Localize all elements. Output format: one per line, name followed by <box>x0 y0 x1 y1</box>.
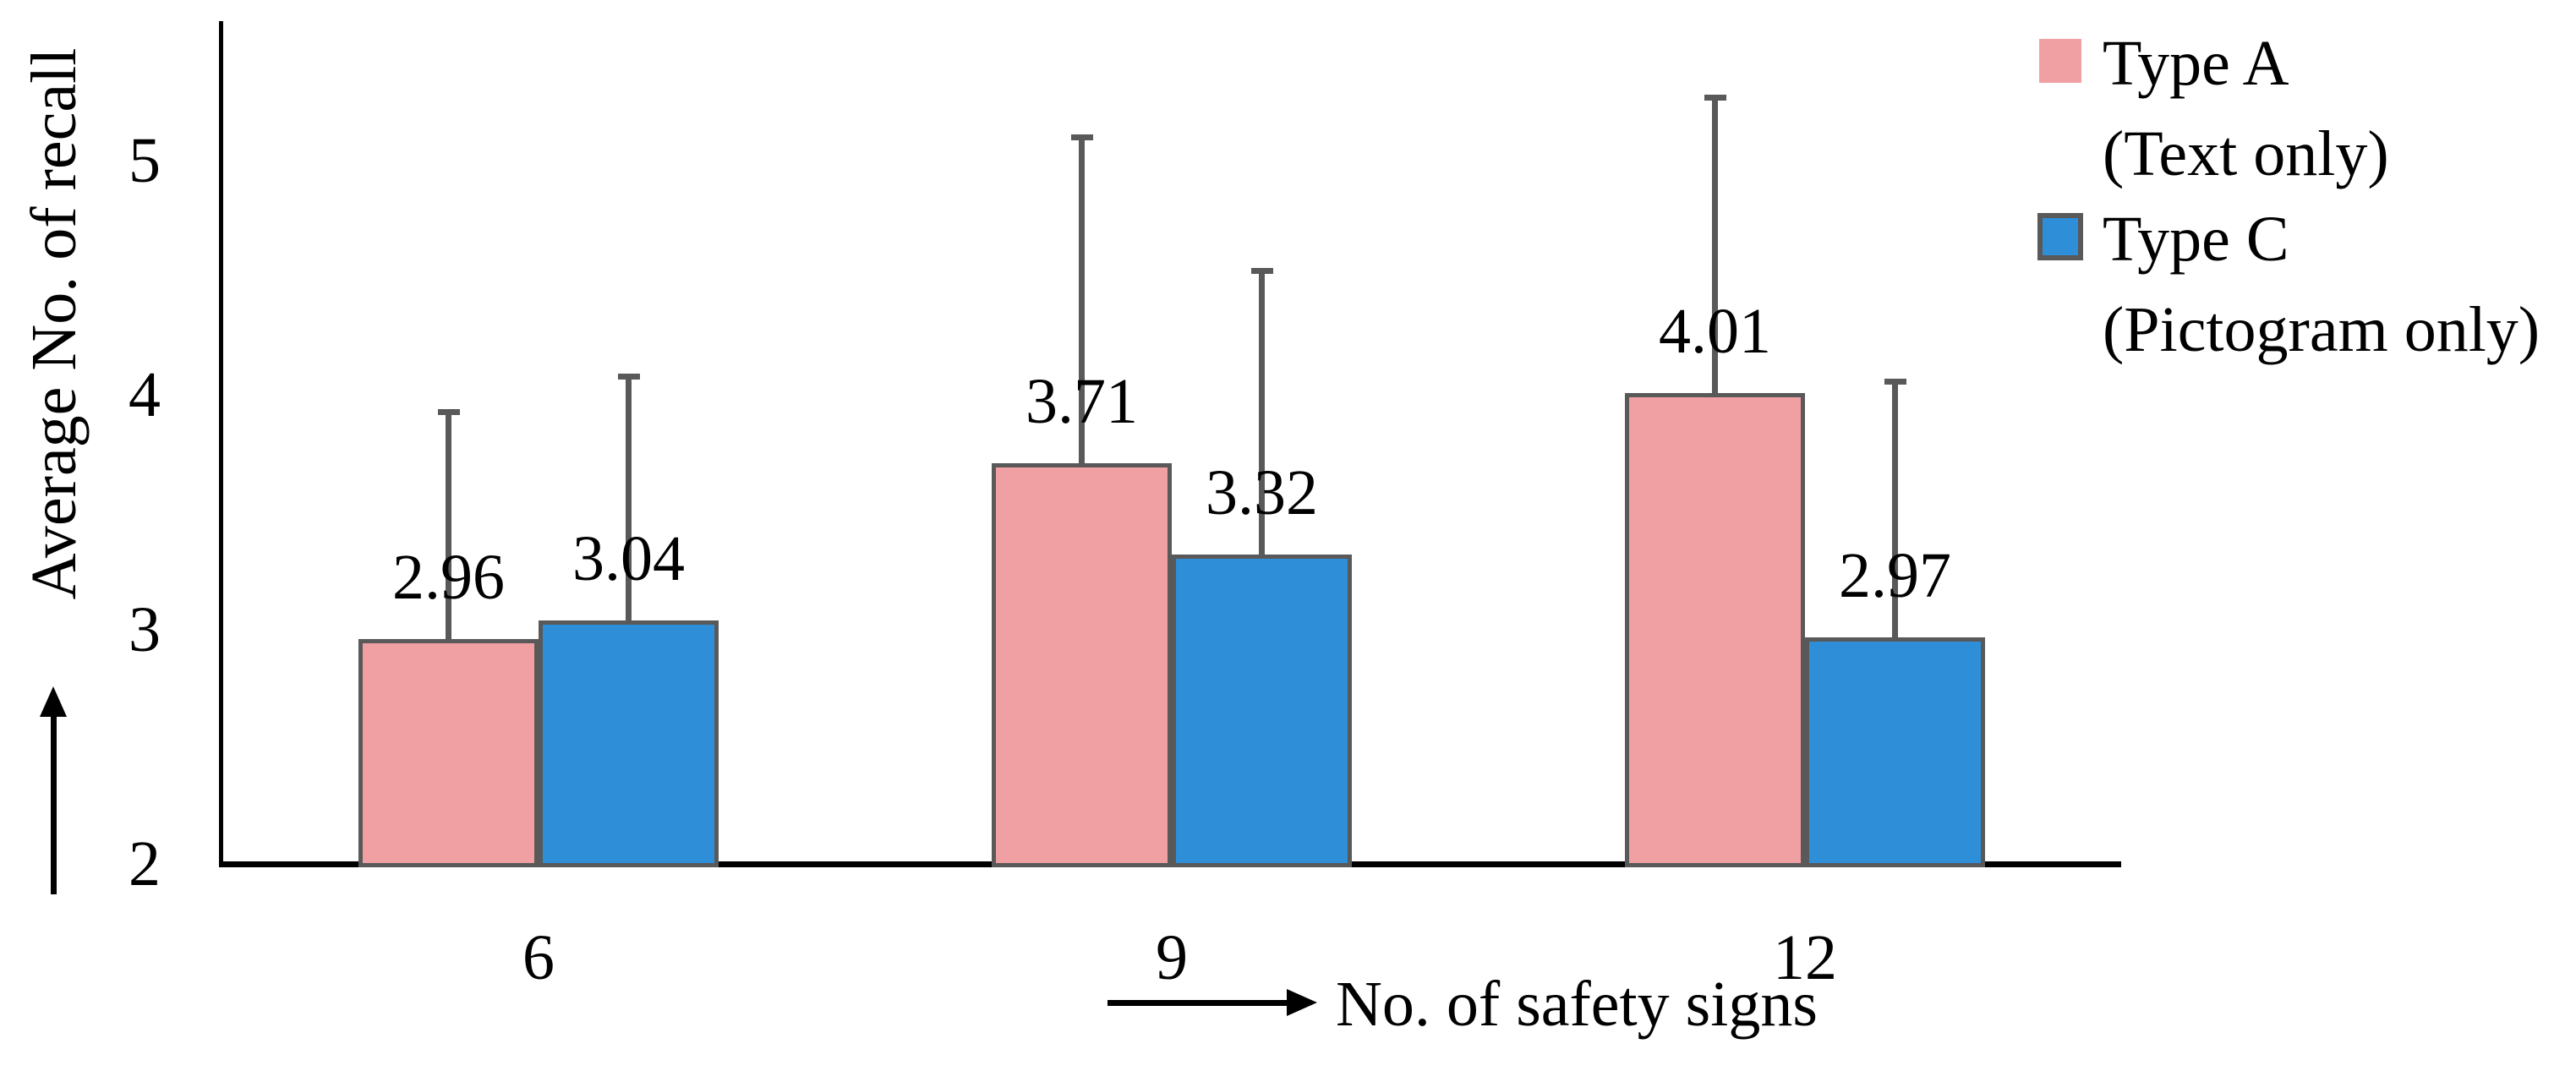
error-bar-shaft <box>1711 97 1718 393</box>
error-bar-cap <box>437 409 460 416</box>
bar-a-x12 <box>1625 392 1805 867</box>
bar-value-label: 3.32 <box>1206 457 1318 529</box>
y-tick-label-5: 5 <box>129 125 161 196</box>
error-bar-shaft <box>1078 137 1085 464</box>
y-tick-label-4: 4 <box>129 359 161 430</box>
x-axis-arrow-head-icon <box>1287 989 1317 1016</box>
bar-value-label: 2.97 <box>1839 539 1951 611</box>
bar-a-x9 <box>992 463 1172 867</box>
error-bar-shaft <box>1258 270 1265 555</box>
error-bar-cap <box>617 374 640 380</box>
bar-a-x6 <box>358 639 539 867</box>
x-tick-label-6: 6 <box>522 922 555 993</box>
x-axis-arrow-shaft <box>1108 1000 1287 1006</box>
legend-label-type-a-line1: Type A <box>2103 28 2289 99</box>
bar-c-x6 <box>539 620 719 867</box>
bar-c-x9 <box>1172 555 1352 867</box>
legend-swatch-type-a <box>2039 39 2081 83</box>
y-tick-label-3: 3 <box>129 594 161 665</box>
error-bar-cap <box>1070 134 1093 141</box>
y-axis-line <box>219 21 223 867</box>
legend-label-type-a-line2: (Text only) <box>2103 118 2389 189</box>
y-tick-label-2: 2 <box>129 828 161 899</box>
x-axis-title: No. of safety signs <box>1336 969 1818 1040</box>
error-bar-cap <box>1704 95 1726 101</box>
legend-label-type-c-line2: (Pictogram only) <box>2103 294 2540 365</box>
y-axis-title: Average No. of recall <box>19 47 90 600</box>
bar-value-label: 3.71 <box>1025 366 1138 438</box>
error-bar-cap <box>1884 378 1906 385</box>
error-bar-shaft <box>1891 380 1898 637</box>
error-bar-shaft <box>445 412 451 640</box>
y-axis-arrow-head-icon <box>40 686 67 717</box>
bar-value-label: 4.01 <box>1659 295 1771 367</box>
bar-value-label: 3.04 <box>572 523 685 595</box>
legend-swatch-type-c <box>2037 213 2083 260</box>
legend-label-type-c-line1: Type C <box>2103 204 2289 275</box>
bar-c-x12 <box>1805 637 1985 867</box>
x-tick-label-12: 12 <box>1773 922 1837 993</box>
x-tick-label-9: 9 <box>1156 922 1188 993</box>
error-bar-shaft <box>625 376 632 621</box>
error-bar-cap <box>1250 268 1273 275</box>
y-axis-arrow-shaft <box>51 715 57 894</box>
bar-value-label: 2.96 <box>392 542 505 614</box>
